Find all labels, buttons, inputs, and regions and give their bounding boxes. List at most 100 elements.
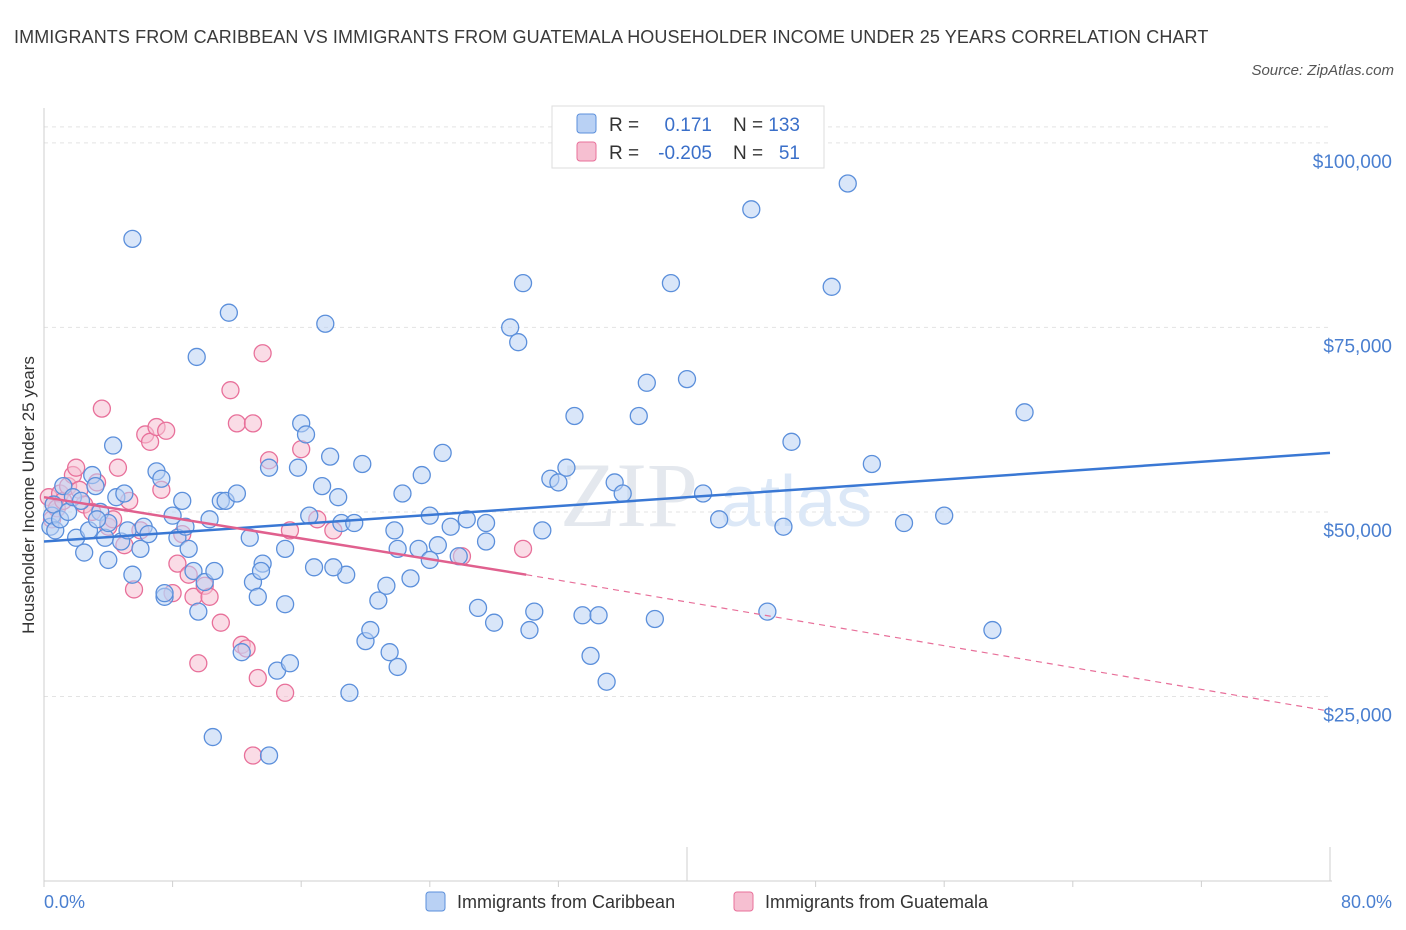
caribbean-trend-line xyxy=(43,451,1331,543)
caribbean-point xyxy=(822,277,841,296)
caribbean-point xyxy=(983,620,1002,640)
caribbean-point xyxy=(513,273,533,293)
y-tick-label: $50,000 xyxy=(1323,521,1392,542)
caribbean-point xyxy=(296,425,316,444)
caribbean-point xyxy=(275,595,295,614)
caribbean-point xyxy=(369,591,388,610)
caribbean-point xyxy=(99,550,118,570)
guatemala-point xyxy=(275,683,295,702)
caribbean-points xyxy=(41,174,1034,765)
legend-r-value-2: -0.205 xyxy=(658,143,712,164)
caribbean-point xyxy=(329,488,348,507)
guatemala-trend-extension xyxy=(526,574,1331,712)
caribbean-point xyxy=(324,558,343,577)
caribbean-point xyxy=(581,646,600,666)
caribbean-point xyxy=(557,458,576,477)
guatemala-point xyxy=(227,414,247,433)
caribbean-point xyxy=(219,303,239,322)
caribbean-point xyxy=(433,443,452,463)
caribbean-point xyxy=(87,510,107,529)
x-tick-label-end: 80.0% xyxy=(1341,892,1392,912)
caribbean-point xyxy=(304,558,324,577)
legend-n-value-2: 51 xyxy=(779,143,800,164)
caribbean-point xyxy=(152,469,171,488)
caribbean-point xyxy=(637,373,656,392)
guatemala-point xyxy=(248,668,267,688)
caribbean-point xyxy=(1015,403,1034,422)
caribbean-point xyxy=(573,606,592,625)
guatemala-point xyxy=(108,458,128,477)
caribbean-point xyxy=(173,491,192,511)
x-tick-label-start: 0.0% xyxy=(44,892,85,912)
caribbean-point xyxy=(484,613,504,632)
caribbean-point xyxy=(385,521,404,540)
bottom-legend-caribbean: Immigrants from Caribbean xyxy=(457,892,675,912)
caribbean-point xyxy=(189,602,208,621)
guatemala-point xyxy=(211,613,230,632)
legend-box xyxy=(551,105,825,169)
caribbean-point xyxy=(393,484,412,503)
caribbean-point xyxy=(353,454,372,474)
guatemala-point xyxy=(243,414,263,433)
bottom-legend-swatch-guatemala xyxy=(733,891,754,912)
caribbean-point xyxy=(862,454,882,474)
caribbean-point xyxy=(155,583,174,603)
guatemala-point xyxy=(157,421,176,440)
caribbean-point xyxy=(710,510,729,529)
trend-lines xyxy=(43,451,1331,712)
guatemala-trend-line xyxy=(43,495,527,576)
legend-n-value-1: 133 xyxy=(768,115,800,136)
caribbean-point xyxy=(476,532,496,551)
legend-r-label-1: R = xyxy=(609,115,639,136)
caribbean-point xyxy=(361,620,380,640)
caribbean-point xyxy=(377,576,396,595)
caribbean-point xyxy=(340,683,359,702)
guatemala-point xyxy=(67,458,86,477)
caribbean-point xyxy=(232,643,251,662)
caribbean-point xyxy=(75,543,94,562)
y-tick-label: $100,000 xyxy=(1313,152,1392,173)
caribbean-point xyxy=(71,491,91,511)
bottom-legend: Immigrants from Caribbean Immigrants fro… xyxy=(425,891,989,912)
guatemala-point xyxy=(168,554,187,573)
caribbean-point xyxy=(457,510,476,529)
caribbean-point xyxy=(205,561,224,581)
y-tick-label: $75,000 xyxy=(1323,336,1392,357)
y-axis-label: Householder Income Under 25 years xyxy=(19,356,38,634)
caribbean-point xyxy=(894,513,914,533)
caribbean-point xyxy=(782,432,801,451)
caribbean-point xyxy=(123,229,142,249)
caribbean-point xyxy=(275,539,295,559)
top-legend: R = 0.171 N = 133 R = -0.205 N = 51 xyxy=(551,105,825,169)
caribbean-point xyxy=(645,609,664,629)
caribbean-point xyxy=(525,602,544,621)
chart-title: IMMIGRANTS FROM CARIBBEAN VS IMMIGRANTS … xyxy=(14,27,1209,47)
caribbean-point xyxy=(758,602,777,621)
caribbean-point xyxy=(187,347,206,367)
caribbean-point xyxy=(115,484,134,503)
caribbean-point xyxy=(227,484,247,503)
guatemala-point xyxy=(243,746,263,765)
caribbean-point xyxy=(401,569,420,588)
caribbean-point xyxy=(259,458,279,477)
legend-n-label-1: N = xyxy=(733,115,763,136)
caribbean-point xyxy=(288,458,308,477)
caribbean-point xyxy=(838,174,857,193)
caribbean-point xyxy=(693,484,713,503)
caribbean-point xyxy=(259,746,279,765)
source-credit: Source: ZipAtlas.com xyxy=(1251,62,1394,79)
caribbean-point xyxy=(412,465,431,485)
guatemala-point xyxy=(253,344,272,363)
bottom-legend-swatch-caribbean xyxy=(425,891,446,912)
caribbean-point xyxy=(248,587,267,606)
caribbean-point xyxy=(501,318,520,337)
gridlines xyxy=(44,126,1330,697)
caribbean-point xyxy=(280,654,300,673)
caribbean-point xyxy=(428,536,447,555)
guatemala-point xyxy=(221,381,240,400)
caribbean-point xyxy=(123,565,142,584)
caribbean-point xyxy=(316,314,335,333)
caribbean-point xyxy=(203,727,222,747)
bottom-legend-guatemala: Immigrants from Guatemala xyxy=(765,892,989,912)
caribbean-point xyxy=(251,561,271,581)
